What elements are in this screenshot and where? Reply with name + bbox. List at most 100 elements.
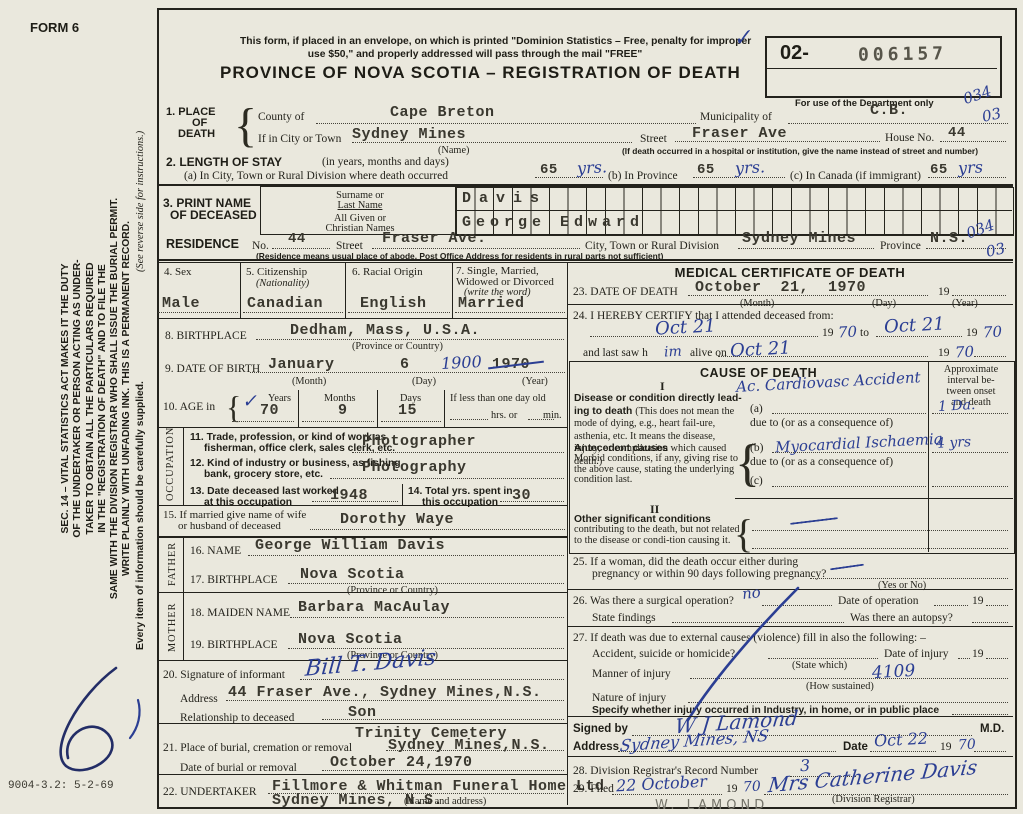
disease-description-bold: Disease or condition directly lead-ing t…	[574, 393, 742, 417]
roman-two: II	[650, 502, 660, 516]
field13-label-1: 13. Date deceased last worked	[190, 486, 339, 497]
name-label-1: 3. PRINT NAME	[163, 196, 252, 210]
line	[157, 318, 567, 319]
section-line	[157, 184, 1013, 186]
residence-city-value: Sydney Mines	[742, 230, 857, 247]
field25-label-2: pregnancy or within 90 days following pr…	[592, 568, 827, 580]
dotted-line	[986, 605, 1008, 606]
county-value: Cape Breton	[390, 104, 495, 121]
dotted-line	[300, 679, 564, 680]
dotted-line	[972, 622, 1008, 623]
dotted-line	[450, 419, 488, 420]
dotted-line	[352, 142, 632, 143]
field13-label-2: at this occupation	[204, 497, 293, 508]
dotted-line	[310, 529, 565, 530]
divider	[345, 262, 346, 318]
margin-flourish-signature	[59, 666, 141, 772]
manner-label: Manner of injury	[592, 668, 671, 680]
serial-number-stamp: 006157	[857, 43, 948, 66]
dotted-line	[272, 248, 330, 249]
specify-label: Specify whether injury occurred in Indus…	[592, 705, 940, 716]
filed-year-value: 70	[742, 778, 762, 796]
field26-year: 19	[972, 595, 984, 607]
given-label-1: All Given or	[333, 213, 387, 224]
mother-birthplace-value: Nova Scotia	[298, 631, 403, 648]
letter-box-mid-line	[455, 210, 1012, 211]
dotted-line	[268, 793, 564, 794]
divider	[298, 390, 299, 427]
divider	[402, 484, 403, 505]
stay-c-value: 65	[930, 162, 948, 178]
dotted-line	[386, 750, 564, 751]
place-label-1: 1. PLACE	[166, 106, 216, 118]
years-value: 70	[260, 402, 280, 419]
residence-street-value: Fraser Ave.	[382, 230, 487, 247]
signed-date: Oct 22	[873, 728, 929, 751]
dod-year-note: (Year)	[952, 298, 978, 309]
dotted-line	[352, 452, 564, 453]
section-line	[157, 536, 567, 538]
year-note: (Year)	[522, 376, 548, 387]
year-prefix: 19	[822, 327, 834, 339]
line	[735, 498, 1013, 499]
other-brace: {	[734, 511, 754, 556]
dotted-line	[952, 295, 1006, 296]
sidebar-line: SAME WITH THE DIVISION REGISTRAR WHO SHA…	[109, 197, 121, 600]
dotted-line	[322, 770, 564, 771]
antecedent-rest: Morbid conditions, if any, giving rise t…	[574, 453, 739, 486]
cause-b-label: (b)	[750, 442, 764, 454]
burial-label: 21. Place of burial, cremation or remova…	[163, 742, 353, 754]
sex-label: 4. Sex	[164, 266, 192, 278]
dod-value: October 21, 1970	[695, 279, 867, 296]
sidebar-line: IN THE "REGISTRATION OF DEATH" AND TO FI…	[96, 264, 108, 533]
birthplace-label: 8. BIRTHPLACE	[165, 330, 247, 342]
informant-addr-label: Address	[180, 693, 218, 705]
sidebar-line: OF THE UNDERTAKER OR PERSON ACTING AS UN…	[72, 259, 84, 538]
dotted-line	[381, 421, 441, 422]
dob-year-struck: 1970	[492, 356, 531, 373]
months-label: Months	[324, 393, 356, 404]
field26-label: 26. Was there a surgical operation?	[573, 595, 734, 607]
dod-month-note: (Month)	[740, 298, 775, 309]
informant-sig-label: 20. Signature of informant	[163, 669, 286, 681]
municipality-value: C.B.	[870, 102, 909, 119]
dotted-line	[322, 719, 564, 720]
hrs-label: hrs. or	[491, 410, 518, 421]
field15-label-2: or husband of deceased	[178, 520, 281, 532]
interval-column-divider	[928, 361, 929, 552]
marital-label-2: Widowed or Divorced	[456, 276, 554, 288]
field14-label-1: 14. Total yrs. spent in	[408, 486, 513, 497]
years-label: Years	[268, 393, 291, 404]
house-label: House No.	[885, 132, 935, 144]
dotted-line	[762, 605, 832, 606]
house-value: 44	[948, 125, 966, 141]
city-value: Sydney Mines	[352, 126, 467, 143]
field14-label-2: this occupation	[422, 497, 499, 508]
residence-no-value: 44	[288, 231, 306, 247]
checkmark-annotation: ✓	[731, 24, 754, 53]
due-to-label-1: due to (or as a consequence of)	[750, 417, 894, 429]
dotted-line	[752, 548, 1008, 549]
surname-value: Davis	[462, 190, 548, 207]
dotted-line	[675, 141, 880, 142]
racial-origin-value: English	[360, 295, 427, 312]
residence-no-label: No.	[252, 240, 269, 252]
serial-box	[765, 36, 1002, 98]
bc-brace: {	[735, 435, 760, 492]
manner-handwritten: 4109	[871, 660, 916, 684]
undertaker-name-value: Fillmore & Whitman Funeral Home Ltd	[272, 778, 605, 795]
line	[157, 660, 567, 661]
line	[260, 186, 1013, 187]
dotted-line	[934, 605, 968, 606]
stay-b-label: (b) In Province	[608, 170, 678, 182]
dotted-line	[928, 177, 1006, 178]
father-birthplace-value: Nova Scotia	[300, 566, 405, 583]
place-label-3: DEATH	[178, 128, 216, 140]
dotted-line	[870, 751, 936, 752]
interval-header-3: tween onset	[946, 386, 996, 397]
marital-value: Married	[458, 295, 525, 312]
field12-label-1: 12. Kind of industry or business, as fis…	[190, 458, 404, 469]
street-value: Fraser Ave	[692, 125, 788, 142]
residence-label: RESIDENCE	[166, 237, 239, 251]
father-prov-note: (Province or Country)	[347, 585, 438, 596]
